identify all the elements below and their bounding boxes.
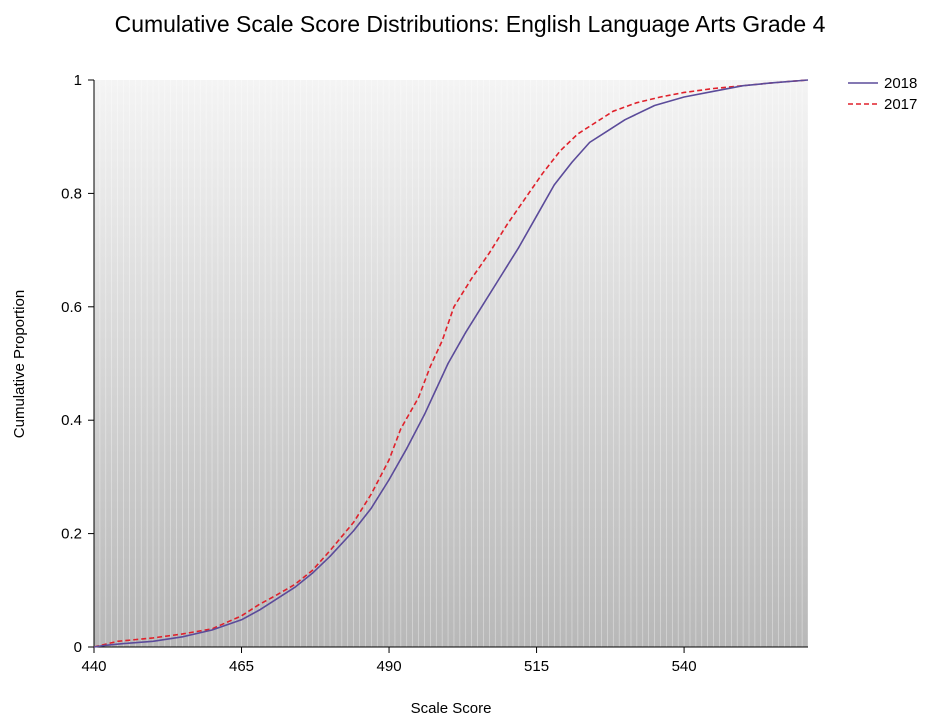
x-tick-label: 540	[672, 658, 697, 675]
y-tick-label: 1	[74, 72, 82, 89]
y-axis-title: Cumulative Proportion	[11, 290, 28, 438]
x-tick-label: 515	[524, 658, 549, 675]
legend-label-2017: 2017	[884, 96, 917, 113]
y-axis-ticks: 0 0.2 0.4 0.6 0.8 1	[61, 72, 94, 656]
x-axis-ticks: 440 465 490 515 540	[81, 647, 697, 675]
legend-label-2018: 2018	[884, 75, 917, 92]
plot-area	[94, 80, 808, 647]
y-tick-label: 0	[74, 639, 82, 656]
y-tick-label: 0.8	[61, 185, 82, 202]
series-layer	[93, 79, 809, 648]
y-tick-label: 0.6	[61, 299, 82, 316]
series-line-2017	[93, 79, 809, 648]
grid-lines	[93, 80, 809, 647]
series-line-2018	[93, 79, 809, 648]
y-tick-label: 0.4	[61, 412, 82, 429]
x-axis-title: Scale Score	[411, 700, 492, 717]
x-tick-label: 465	[229, 658, 254, 675]
chart-title: Cumulative Scale Score Distributions: En…	[115, 11, 826, 37]
x-tick-label: 440	[81, 658, 106, 675]
x-tick-label: 490	[377, 658, 402, 675]
y-tick-label: 0.2	[61, 526, 82, 543]
legend: 2018 2017	[848, 75, 917, 113]
